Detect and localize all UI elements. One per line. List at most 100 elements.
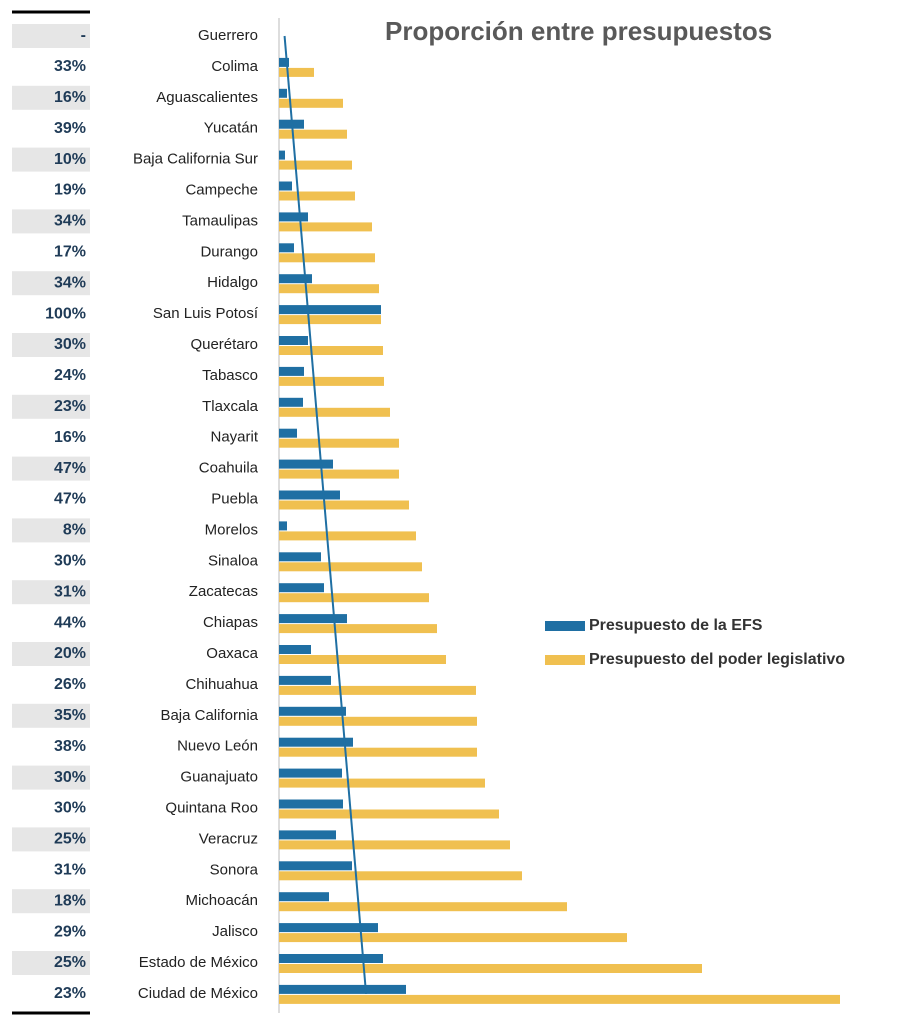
row-shade [12,209,90,234]
row-shade [12,24,90,48]
category-label: Veracruz [199,830,258,847]
bar [279,768,342,778]
row-shade [12,827,90,852]
bar [279,521,287,531]
category-label: Sinaloa [208,552,259,569]
row-shade [12,765,90,790]
row-shade [12,889,90,914]
bar [279,737,353,747]
category-label: Colima [211,58,258,75]
bar [279,923,378,933]
bar [279,315,381,325]
bar [279,655,446,664]
bar [279,284,379,294]
bar [279,438,399,448]
bar [279,964,702,973]
bar [279,469,399,479]
category-label: Durango [200,243,258,260]
row-shade [12,642,90,666]
bar [279,57,289,67]
bar [279,840,510,850]
proportion-label: 30% [54,553,86,570]
bar [279,706,346,716]
proportion-label: 25% [54,831,86,848]
bar [279,809,499,819]
row-shade [12,703,90,728]
bar [279,892,329,902]
bar [279,212,308,222]
row-shade [12,271,90,296]
chart-title: Proporción entre presupuestos [385,16,772,46]
row-shade [12,394,90,419]
proportion-label: 44% [54,614,86,631]
bar [279,861,352,871]
category-label: Tamaulipas [182,212,258,229]
bar [279,407,390,417]
row-shade [12,456,90,481]
bar [279,88,287,98]
category-label: Campeche [185,181,258,198]
category-label: Chiapas [203,614,258,631]
proportion-label: 23% [54,398,86,415]
bar [279,500,409,510]
proportion-label: 47% [54,460,86,477]
category-label: Puebla [211,490,258,507]
proportion-label: 16% [54,89,86,106]
legend-swatch [545,621,585,631]
proportion-label: 23% [54,985,86,1002]
proportion-label: 19% [54,182,86,199]
legend-label: Presupuesto del poder legislativo [589,651,845,668]
trend-line [283,35,368,994]
bar [279,129,347,139]
category-label: Baja California [160,707,258,724]
category-label: San Luis Potosí [153,305,259,322]
category-label: Ciudad de México [138,985,258,1002]
bar [279,160,352,170]
bar [279,253,375,263]
bar [279,98,343,108]
proportion-label: 33% [54,58,86,75]
proportion-label: 34% [54,274,86,291]
proportion-label: 30% [54,769,86,786]
row-shade [12,85,90,110]
proportion-label: 20% [54,645,86,662]
category-label: Nayarit [210,429,258,446]
proportion-label: 29% [54,923,86,940]
bar [279,675,331,685]
bar [279,933,627,943]
bar [279,222,372,232]
bar [279,305,381,315]
proportion-label: 24% [54,367,86,384]
category-label: Guerrero [198,27,258,44]
category-label: Chihuahua [185,676,258,693]
proportion-label: 47% [54,491,86,508]
bar [279,274,312,284]
row-shade [12,580,90,605]
bar [279,747,477,757]
category-label: Baja California Sur [133,151,258,168]
category-label: Hidalgo [207,274,258,291]
legend-label: Presupuesto de la EFS [589,617,763,634]
proportion-label: 39% [54,120,86,137]
bar [279,428,297,438]
proportion-label: 10% [54,151,86,168]
bar [279,799,343,809]
proportion-label: 34% [54,213,86,230]
row-shade [12,951,90,975]
row-shade [12,147,90,172]
category-label: Aguascalientes [156,89,258,106]
bar [279,376,384,386]
bar [279,562,422,572]
bar [279,778,485,788]
bar [279,871,522,881]
category-label: Nuevo León [177,738,258,755]
proportion-label: 30% [54,336,86,353]
bar [279,490,340,500]
proportion-label: 31% [54,862,86,879]
bar [279,531,416,541]
bar [279,583,324,593]
category-label: Yucatán [204,120,258,137]
bar [279,346,383,355]
proportion-label: 25% [54,954,86,971]
